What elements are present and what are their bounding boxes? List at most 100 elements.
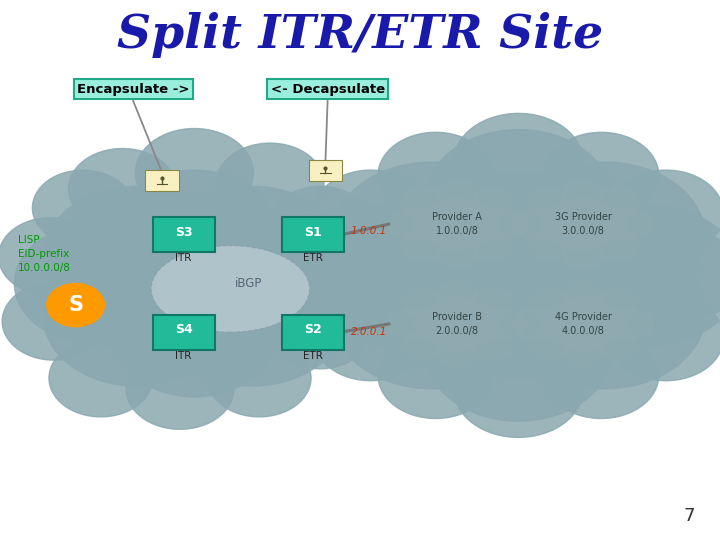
Circle shape <box>540 305 592 343</box>
Circle shape <box>528 329 569 360</box>
Circle shape <box>425 200 490 248</box>
Text: S2: S2 <box>305 323 322 336</box>
Circle shape <box>486 309 527 339</box>
Circle shape <box>331 162 533 313</box>
Circle shape <box>504 162 706 313</box>
Circle shape <box>433 315 482 351</box>
Circle shape <box>292 232 407 319</box>
Circle shape <box>598 329 639 360</box>
Text: ITR: ITR <box>176 350 192 361</box>
Circle shape <box>47 284 104 327</box>
Circle shape <box>331 238 533 389</box>
Circle shape <box>158 186 346 327</box>
Circle shape <box>436 280 478 310</box>
Circle shape <box>559 197 608 233</box>
Circle shape <box>433 215 482 251</box>
Circle shape <box>504 238 706 389</box>
Text: 7: 7 <box>683 507 695 525</box>
Circle shape <box>544 132 659 219</box>
Circle shape <box>378 332 493 419</box>
Circle shape <box>454 113 583 211</box>
Circle shape <box>551 200 616 248</box>
Text: 3G Provider
3.0.0.0/8: 3G Provider 3.0.0.0/8 <box>555 213 611 235</box>
Circle shape <box>472 188 513 219</box>
Circle shape <box>32 170 133 246</box>
Circle shape <box>630 232 720 319</box>
Circle shape <box>449 305 500 343</box>
Circle shape <box>216 224 374 343</box>
Circle shape <box>2 282 106 360</box>
Circle shape <box>414 205 466 244</box>
Circle shape <box>425 300 490 348</box>
Text: LISP
EID-prefix
10.0.0.0/8: LISP EID-prefix 10.0.0.0/8 <box>18 235 71 273</box>
Circle shape <box>563 280 603 310</box>
Circle shape <box>472 329 513 360</box>
Circle shape <box>436 179 478 210</box>
Circle shape <box>563 179 603 210</box>
Text: <- Decapsulate: <- Decapsulate <box>271 83 384 96</box>
Circle shape <box>454 340 583 437</box>
Text: 4G Provider
4.0.0.0/8: 4G Provider 4.0.0.0/8 <box>555 313 611 335</box>
Circle shape <box>563 238 603 269</box>
Circle shape <box>513 209 554 240</box>
Circle shape <box>433 197 482 233</box>
Circle shape <box>49 339 153 417</box>
Circle shape <box>433 297 482 333</box>
Circle shape <box>436 338 478 368</box>
Text: 1.0.0.1: 1.0.0.1 <box>351 226 387 236</box>
Circle shape <box>216 143 324 224</box>
Text: Split ITR/ETR Site: Split ITR/ETR Site <box>117 12 603 58</box>
Circle shape <box>598 288 639 319</box>
Circle shape <box>72 192 317 375</box>
Circle shape <box>126 348 234 429</box>
Circle shape <box>449 205 500 244</box>
Circle shape <box>14 224 173 343</box>
Circle shape <box>286 247 384 320</box>
Circle shape <box>313 170 428 256</box>
Circle shape <box>436 238 478 269</box>
Text: iBGP: iBGP <box>235 277 262 290</box>
FancyBboxPatch shape <box>282 217 344 252</box>
Circle shape <box>486 209 527 240</box>
Text: ITR: ITR <box>176 253 192 264</box>
Circle shape <box>402 329 443 360</box>
Circle shape <box>513 309 554 339</box>
Circle shape <box>115 278 274 397</box>
Circle shape <box>559 215 608 251</box>
Circle shape <box>158 246 346 386</box>
Text: S3: S3 <box>175 226 192 239</box>
Circle shape <box>544 332 659 419</box>
Text: ETR: ETR <box>303 350 323 361</box>
Circle shape <box>551 300 616 348</box>
Circle shape <box>559 315 608 351</box>
Text: Encapsulate ->: Encapsulate -> <box>77 83 189 96</box>
Circle shape <box>559 297 608 333</box>
Circle shape <box>68 148 176 230</box>
Circle shape <box>378 132 493 219</box>
Circle shape <box>270 186 371 262</box>
Circle shape <box>402 230 443 260</box>
Text: Provider A
1.0.0.0/8: Provider A 1.0.0.0/8 <box>432 213 482 235</box>
Text: S: S <box>68 295 83 315</box>
Circle shape <box>387 209 428 240</box>
Circle shape <box>402 188 443 219</box>
Text: 2.0.0.1: 2.0.0.1 <box>351 327 387 337</box>
Circle shape <box>313 294 428 381</box>
Circle shape <box>425 281 612 421</box>
Circle shape <box>271 295 369 369</box>
Circle shape <box>528 288 569 319</box>
Circle shape <box>135 129 253 217</box>
Circle shape <box>402 288 443 319</box>
Circle shape <box>540 205 592 244</box>
Circle shape <box>598 230 639 260</box>
Circle shape <box>115 170 274 289</box>
FancyBboxPatch shape <box>145 171 179 191</box>
FancyBboxPatch shape <box>309 160 342 180</box>
FancyBboxPatch shape <box>153 217 215 252</box>
Circle shape <box>608 170 720 256</box>
Circle shape <box>382 173 655 378</box>
Circle shape <box>425 130 612 270</box>
Circle shape <box>295 205 482 346</box>
Circle shape <box>0 218 102 295</box>
Circle shape <box>612 209 653 240</box>
